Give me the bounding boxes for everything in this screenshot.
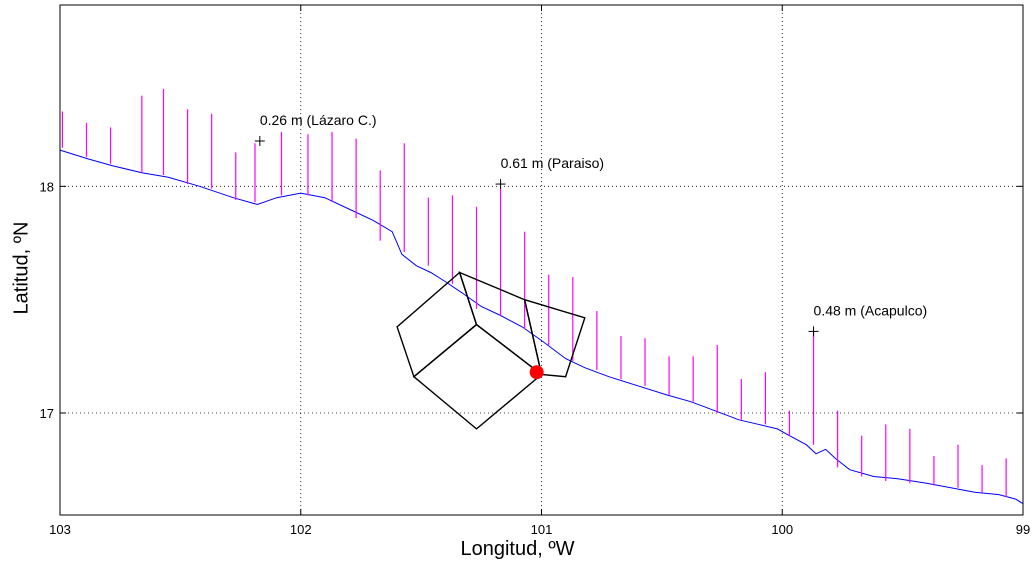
- x-tick-label: 101: [531, 522, 553, 537]
- station-annotations: 0.26 m (Lázaro C.) 0.61 m (Paraiso) 0.48 m…: [254, 112, 928, 337]
- y-tick-label: 17: [40, 406, 54, 421]
- station-label: 0.48 m (Acapulco): [814, 302, 928, 318]
- fault-segments: [396, 271, 586, 430]
- x-tick-label: 103: [49, 522, 71, 537]
- fault-segment: [523, 298, 586, 378]
- grid-lines: [60, 5, 1023, 515]
- epicenter-marker: [529, 365, 544, 380]
- epicenter-layer: [529, 365, 544, 380]
- x-tick-label: 102: [290, 522, 312, 537]
- coastline-path: [59, 149, 1024, 505]
- y-tick-label: 18: [40, 179, 54, 194]
- station-label: 0.61 m (Paraiso): [501, 155, 604, 171]
- station-label: 0.26 m (Lázaro C.): [260, 112, 377, 128]
- x-axis-title: Longitud, ºW: [460, 538, 575, 560]
- coastline: [59, 149, 1024, 505]
- wave-amplitude-bars: [61, 88, 1007, 497]
- axis-ticks: 103 102 101 100 99 17 18: [40, 5, 1030, 537]
- y-axis-title: Latitud, ºN: [10, 221, 33, 315]
- x-tick-label: 99: [1016, 522, 1030, 537]
- fault-segment: [412, 323, 543, 430]
- x-tick-label: 100: [771, 522, 793, 537]
